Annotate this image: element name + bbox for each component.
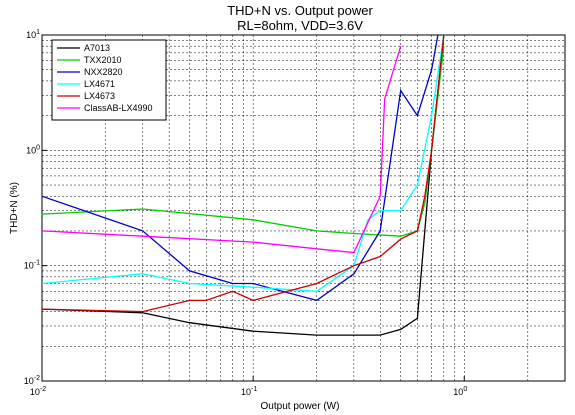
legend-label: NXX2820 [84, 67, 123, 77]
series-group [42, 35, 445, 336]
series-line-a7013 [42, 35, 445, 336]
legend-label: A7013 [84, 43, 110, 53]
legend-label: TXX2010 [84, 55, 122, 65]
chart-subtitle: RL=8ohm, VDD=3.6V [237, 18, 363, 33]
legend-label: ClassAB-LX4990 [84, 103, 153, 113]
grid [41, 35, 566, 382]
y-tick-label: 10-2 [24, 375, 40, 386]
legend-label: LX4671 [84, 79, 115, 89]
legend: A7013 TXX2010 NXX2820 LX4671 LX4673 ClassAB-L… [51, 39, 167, 121]
series-line-lx4671 [42, 35, 445, 292]
x-tick-label: 10-2 [30, 386, 46, 397]
series-line-nxx2820 [42, 35, 439, 302]
y-axis-label: THD+N (%) [9, 182, 20, 234]
legend-box [51, 39, 167, 121]
axis-ticks: 10-2 10-1 100 10-2 10-1 100 101 [24, 29, 468, 397]
y-tick-label: 10-1 [24, 260, 40, 271]
x-axis-label: Output power (W) [261, 401, 340, 412]
chart-title: THD+N vs. Output power [227, 3, 373, 18]
legend-label: LX4673 [84, 91, 115, 101]
x-tick-label: 100 [453, 386, 467, 397]
series-line-lx4673 [42, 35, 445, 313]
x-tick-label: 10-1 [241, 386, 257, 397]
y-tick-label: 100 [26, 144, 40, 155]
y-tick-label: 101 [26, 29, 40, 40]
series-line-classab-lx4990 [42, 46, 402, 254]
plot-frame [41, 34, 566, 382]
